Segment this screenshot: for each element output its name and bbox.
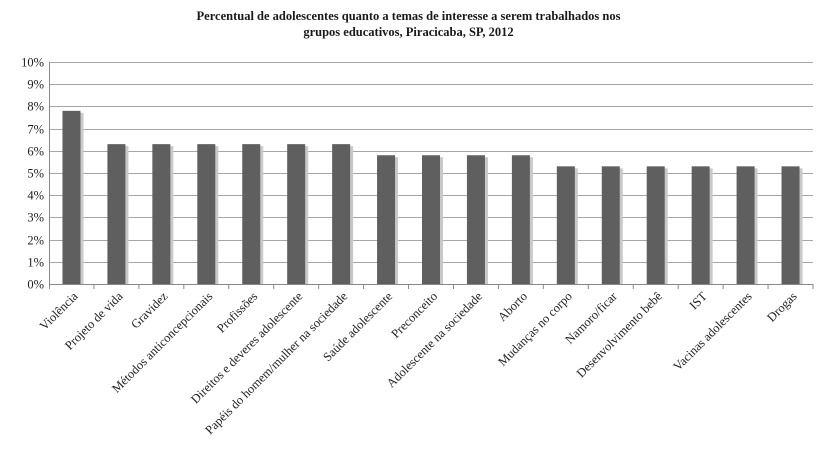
x-category-label: Desenvolvimento bebê xyxy=(574,289,665,380)
bar xyxy=(511,155,530,284)
bar xyxy=(466,155,485,284)
bar xyxy=(422,155,440,284)
bars xyxy=(62,110,803,284)
y-tick-label: 4% xyxy=(27,189,44,203)
x-category-label: Drogas xyxy=(764,289,800,325)
gridlines xyxy=(49,62,813,285)
bar xyxy=(646,166,665,284)
y-tick-label: 1% xyxy=(27,256,44,270)
bar xyxy=(601,166,620,284)
bar xyxy=(197,144,216,284)
y-tick-label: 6% xyxy=(27,145,44,159)
x-category-label: IST xyxy=(687,289,710,312)
bar xyxy=(107,144,126,284)
y-tick-label: 10% xyxy=(21,56,44,70)
bar xyxy=(377,155,396,284)
y-tick-label: 9% xyxy=(27,78,44,92)
bar xyxy=(781,166,800,284)
bar xyxy=(287,144,306,284)
bar xyxy=(152,144,171,284)
x-category-label: Violência xyxy=(37,289,81,333)
y-tick-label: 2% xyxy=(27,234,44,248)
x-category-label: Vacinas adolescentes xyxy=(670,289,754,373)
y-tick-label: 5% xyxy=(27,167,44,181)
y-axis: 0% 1% 2% 3% 4% 5% 6% 7% 8% 9% 10% xyxy=(21,56,50,292)
bar xyxy=(556,166,575,284)
bar xyxy=(691,166,710,284)
bar xyxy=(62,110,81,284)
chart-title-line-2: grupos educativos, Piracicaba, SP, 2012 xyxy=(303,25,514,39)
x-category-label: Profissões xyxy=(214,289,260,335)
x-category-label: Gravidez xyxy=(128,289,171,332)
y-tick-label: 3% xyxy=(27,211,44,225)
x-category-label: Aborto xyxy=(495,289,530,324)
y-tick-label: 8% xyxy=(27,100,44,114)
y-tick-label: 7% xyxy=(27,123,44,137)
y-tick-label: 0% xyxy=(27,278,44,292)
chart-title-line-1: Percentual de adolescentes quanto a tema… xyxy=(196,9,621,23)
chart-title: Percentual de adolescentes quanto a tema… xyxy=(0,8,817,40)
bar xyxy=(242,144,261,284)
bar xyxy=(736,166,755,284)
bar xyxy=(332,144,351,284)
